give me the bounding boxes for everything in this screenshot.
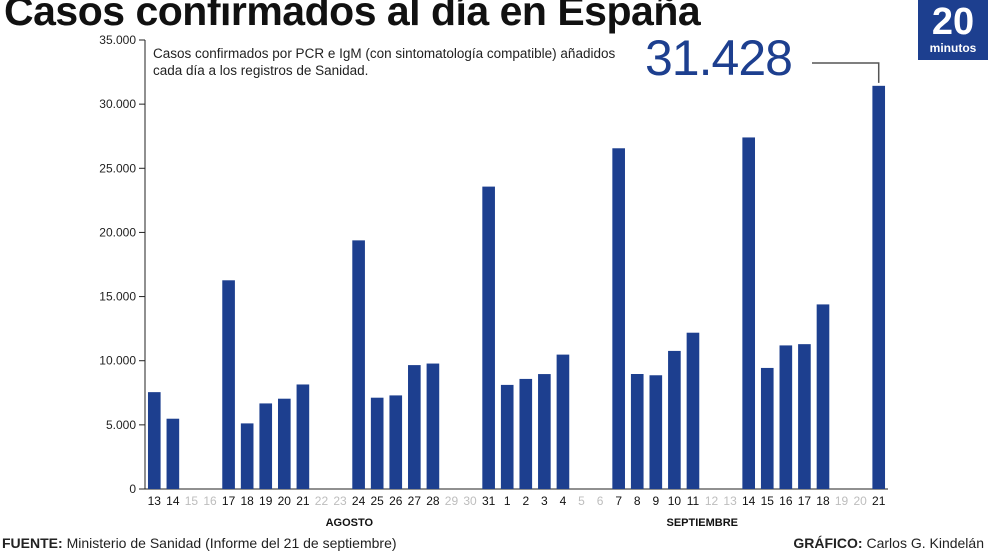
x-tick-label: 15 [761, 494, 775, 508]
chart-subtitle: Casos confirmados por PCR e IgM (con sin… [153, 46, 616, 78]
credit-label: GRÁFICO: [793, 535, 863, 551]
bar [408, 365, 421, 489]
bar [872, 85, 886, 489]
x-tick-label: 19 [259, 494, 273, 508]
logo-number: 20 [931, 1, 975, 43]
x-tick-label: 14 [742, 494, 756, 508]
credit-text: Carlos G. Kindelán [866, 535, 984, 551]
x-tick-label: 15 [185, 494, 199, 508]
y-tick-label: 10.000 [99, 354, 136, 368]
x-tick-label: 2 [522, 494, 529, 508]
bar [798, 344, 811, 489]
y-tick-label: 15.000 [99, 290, 136, 304]
bar [240, 423, 254, 489]
x-axis: 13 14 15 16 17 18 19 20 21 22 23 24 25 26 27 28 29 30 31 1 2… [148, 494, 886, 508]
bar [612, 148, 625, 490]
bar [556, 354, 570, 489]
x-tick-label: 29 [445, 494, 459, 508]
bar [630, 374, 644, 489]
bar [482, 186, 495, 489]
x-tick-label: 16 [779, 494, 793, 508]
bar [742, 137, 756, 489]
brand-logo: 20 minutos [918, 0, 988, 60]
x-tick-label: 19 [835, 494, 849, 508]
bar [538, 374, 551, 489]
x-tick-label: 13 [148, 494, 162, 508]
x-tick-label: 9 [652, 494, 659, 508]
x-tick-label: 30 [463, 494, 477, 508]
chart-title: Casos confirmados al día en España [4, 0, 701, 34]
bar [147, 392, 161, 489]
x-tick-label: 24 [352, 494, 366, 508]
y-tick-label: 5.000 [106, 418, 136, 432]
credit-note: GRÁFICO: Carlos G. Kindelán [793, 535, 984, 551]
x-tick-label: 31 [482, 494, 496, 508]
bar [389, 395, 403, 489]
bar [222, 280, 235, 489]
y-tick-label: 30.000 [99, 97, 136, 111]
x-tick-label: 17 [798, 494, 812, 508]
x-tick-label: 21 [296, 494, 310, 508]
x-tick-label: 26 [389, 494, 403, 508]
bar [779, 345, 793, 489]
logo-text: minutos [929, 41, 977, 55]
x-tick-label: 1 [504, 494, 511, 508]
x-tick-label: 8 [634, 494, 641, 508]
x-tick-label: 11 [687, 494, 700, 508]
month-labels: AGOSTO SEPTIEMBRE [326, 517, 738, 529]
x-tick-label: 20 [853, 494, 867, 508]
x-tick-label: 13 [723, 494, 737, 508]
bar [426, 363, 440, 489]
bar [649, 375, 663, 489]
bar [668, 350, 681, 489]
x-tick-label: 18 [816, 494, 830, 508]
x-tick-label: 12 [705, 494, 719, 508]
highlight-leader-line [812, 62, 880, 83]
bar [686, 332, 700, 489]
x-tick-label: 25 [371, 494, 385, 508]
bar [259, 403, 273, 489]
bar [500, 384, 514, 489]
bar [277, 398, 291, 489]
x-tick-label: 16 [203, 494, 217, 508]
x-tick-label: 18 [240, 494, 254, 508]
bar [816, 304, 830, 489]
x-tick-label: 27 [408, 494, 422, 508]
y-tick-label: 0 [129, 482, 136, 496]
y-tick-label: 20.000 [99, 225, 136, 239]
source-note: FUENTE: Ministerio de Sanidad (Informe d… [2, 535, 397, 551]
x-tick-label: 23 [333, 494, 347, 508]
x-tick-label: 6 [597, 494, 604, 508]
x-tick-label: 20 [278, 494, 292, 508]
y-tick-label: 25.000 [99, 161, 136, 175]
x-tick-label: 7 [615, 494, 622, 508]
bar [352, 240, 365, 489]
x-tick-label: 17 [222, 494, 236, 508]
month-label: AGOSTO [326, 517, 374, 529]
x-tick-label: 22 [315, 494, 329, 508]
source-text: Ministerio de Sanidad (Informe del 21 de… [66, 535, 397, 551]
bars [147, 85, 886, 490]
bar [296, 384, 310, 489]
leader-line [812, 62, 880, 83]
bar [760, 367, 774, 489]
bar [166, 418, 180, 489]
x-tick-label: 21 [872, 494, 886, 508]
x-tick-label: 4 [560, 494, 567, 508]
source-label: FUENTE: [2, 535, 63, 551]
x-tick-label: 28 [426, 494, 440, 508]
highlight-value: 31.428 [645, 30, 793, 86]
x-tick-label: 5 [578, 494, 585, 508]
bar [370, 397, 384, 489]
x-tick-label: 3 [541, 494, 548, 508]
month-label: SEPTIEMBRE [666, 517, 738, 529]
bar [519, 378, 533, 489]
x-tick-label: 14 [166, 494, 180, 508]
x-tick-label: 10 [668, 494, 682, 508]
y-tick-label: 35.000 [99, 33, 136, 47]
